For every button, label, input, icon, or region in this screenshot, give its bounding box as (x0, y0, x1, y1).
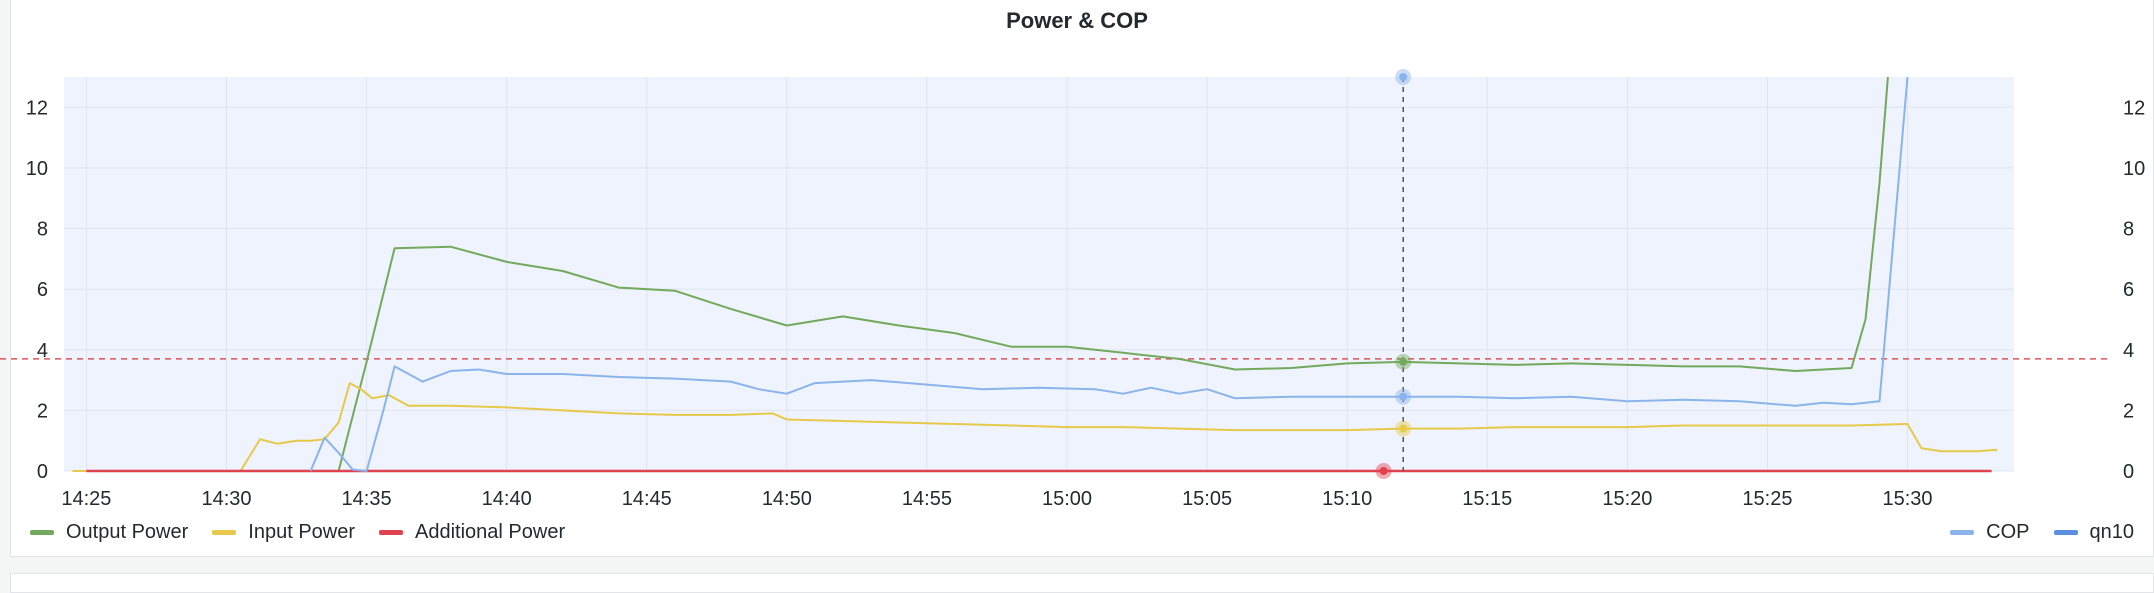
cursor-marker-cop (1399, 73, 1408, 81)
legend-item-additional-power[interactable]: Additional Power (379, 521, 565, 544)
y-left-tick-6: 6 (37, 279, 48, 301)
legend-label-qn10: qn10 (2089, 520, 2135, 543)
x-tick-1455: 14:55 (902, 488, 952, 510)
y-axis-left: 0 2 4 6 8 10 12 (26, 97, 48, 483)
legend-swatch-input-power (212, 529, 237, 535)
y-right-tick-6: 6 (2123, 279, 2134, 301)
panel-title[interactable]: Power & COP (1006, 8, 1148, 33)
cursor-markers (1375, 69, 1412, 479)
x-tick-1445: 14:45 (622, 488, 672, 510)
x-tick-1450: 14:50 (762, 488, 812, 510)
x-tick-1530: 15:30 (1883, 488, 1933, 510)
legend-left: Output Power Input Power Additional Powe… (30, 519, 565, 545)
legend-swatch-output-power (30, 529, 54, 535)
legend-swatch-qn10 (2053, 529, 2078, 535)
y-right-tick-8: 8 (2123, 219, 2134, 241)
legend-label-additional-power: Additional Power (415, 520, 566, 543)
legend-item-cop[interactable]: COP (1950, 520, 2030, 544)
legend-swatch-additional-power (379, 529, 404, 535)
x-tick-1510: 15:10 (1322, 488, 1372, 510)
cursor-marker-additional-power (1379, 467, 1388, 475)
legend-item-input-power[interactable]: Input Power (212, 521, 355, 544)
y-left-tick-10: 10 (26, 158, 48, 180)
x-axis: 14:25 14:30 14:35 14:40 14:45 14:50 14:55 15:00… (61, 488, 1932, 510)
y-left-tick-8: 8 (37, 219, 48, 241)
y-left-tick-0: 0 (37, 461, 48, 483)
y-left-tick-2: 2 (37, 400, 48, 422)
series-line-output-power (337, 76, 1889, 472)
legend-label-input-power: Input Power (248, 520, 356, 543)
cursor-marker-output-power (1399, 357, 1408, 366)
legend-label-output-power: Output Power (66, 520, 189, 543)
legend-label-cop: COP (1986, 520, 2030, 543)
cursor-marker-cop-point (1399, 392, 1408, 401)
series-line-input-power (72, 382, 1998, 472)
y-right-tick-12: 12 (2123, 97, 2145, 119)
y-right-tick-2: 2 (2123, 400, 2134, 422)
x-tick-1430: 14:30 (201, 488, 251, 510)
legend-item-output-power[interactable]: Output Power (30, 521, 188, 544)
y-right-tick-10: 10 (2123, 158, 2145, 180)
x-tick-1435: 14:35 (342, 488, 392, 510)
series-layer (72, 76, 1998, 473)
legend-item-qn10[interactable]: qn10 (2053, 520, 2135, 544)
x-tick-1515: 15:15 (1462, 488, 1512, 510)
y-axis-right: 0 2 4 6 8 10 12 (2123, 97, 2145, 483)
x-tick-1525: 15:25 (1742, 488, 1792, 510)
x-tick-1500: 15:00 (1042, 488, 1092, 510)
legend-right: COP qn10 (1950, 519, 2134, 545)
y-right-tick-0: 0 (2123, 461, 2134, 483)
series-line-cop (309, 76, 1909, 472)
x-tick-1520: 15:20 (1602, 488, 1652, 510)
cursor-marker-input-power (1399, 424, 1408, 433)
x-tick-1440: 14:40 (482, 488, 532, 510)
legend-swatch-cop (1950, 529, 1975, 535)
plot-area (64, 77, 2014, 471)
y-right-tick-4: 4 (2123, 340, 2134, 362)
y-left-tick-4: 4 (37, 340, 48, 362)
x-tick-1505: 15:05 (1182, 488, 1232, 510)
x-tick-1425: 14:25 (61, 488, 111, 510)
y-left-tick-12: 12 (26, 97, 48, 119)
